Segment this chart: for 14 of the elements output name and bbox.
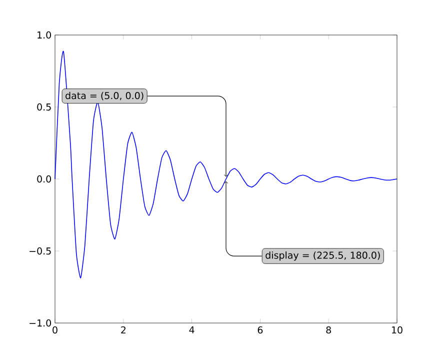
line-series [54,51,398,278]
y-tick-label: 0.0 [37,175,51,183]
y-tick-label: 0.5 [37,103,51,111]
y-tick-label: 1.0 [38,31,51,39]
x-tick-label: 8 [326,326,331,334]
x-tick-label: 2 [121,326,126,334]
y-tick-label: −1.0 [30,319,51,327]
annotation: data = (5.0, 0.0) [66,92,144,100]
y-tick-label: −0.5 [30,247,51,255]
x-tick-label: 4 [189,326,194,334]
x-tick-label: 10 [392,326,402,334]
annotation: display = (225.5, 180.0) [266,251,380,261]
x-tick-label: 0 [52,326,58,334]
x-tick-label: 6 [258,326,263,334]
